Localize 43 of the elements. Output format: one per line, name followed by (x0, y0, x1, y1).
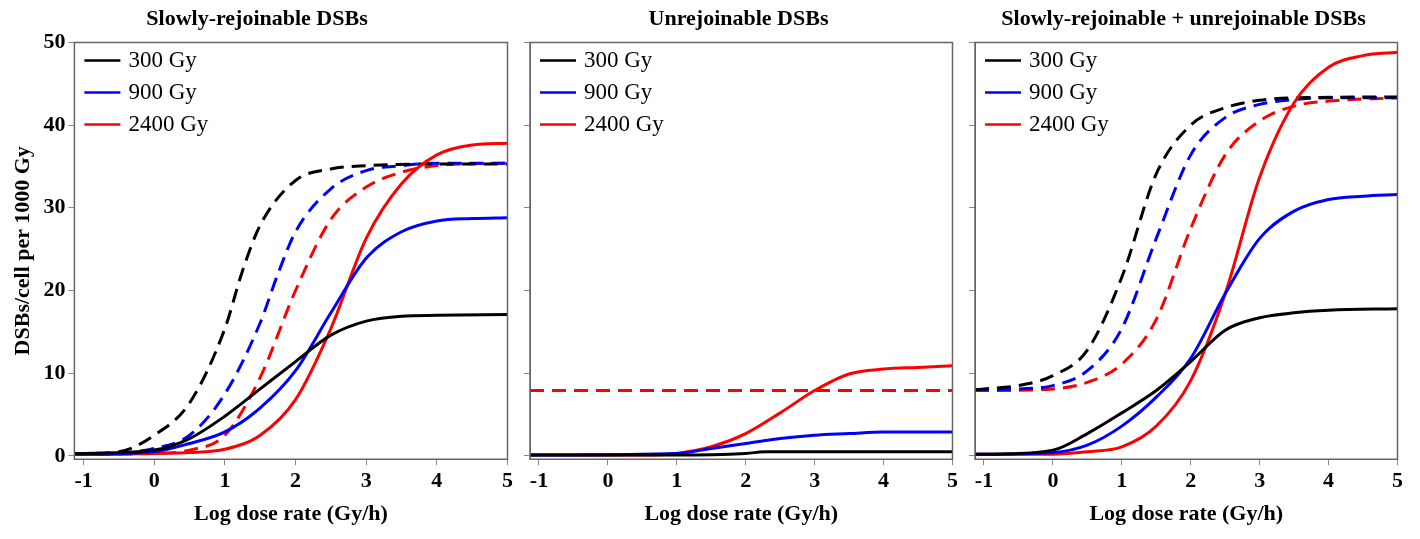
y-tick-label: 40 (43, 110, 66, 136)
x-tick-label: 1 (1116, 467, 1128, 493)
legend-label: 900 Gy (128, 79, 198, 105)
y-tick-label: 20 (43, 276, 66, 302)
x-tick-label: -1 (974, 467, 994, 493)
x-axis-title: Log dose rate (Gy/h) (1089, 500, 1284, 526)
chart-title: Slowly-rejoinable DSBs (146, 4, 369, 30)
legend-label: 300 Gy (1029, 47, 1098, 73)
x-tick-label: -1 (74, 467, 93, 493)
y-tick-label: 30 (43, 193, 66, 219)
chart-title: Unrejoinable DSBs (648, 4, 829, 30)
x-tick-label: 2 (1185, 467, 1197, 493)
x-axis-title: Log dose rate (Gy/h) (644, 500, 839, 526)
x-tick-label: 0 (1047, 467, 1059, 493)
y-tick-label: 0 (54, 441, 66, 467)
legend-label: 2400 Gy (1029, 111, 1110, 137)
y-tick-label: 50 (43, 28, 66, 54)
legend-label: 2400 Gy (128, 111, 209, 137)
x-tick-label: 5 (1392, 467, 1403, 493)
legend-label: 900 Gy (584, 79, 653, 105)
x-tick-label: 0 (602, 467, 614, 493)
y-tick-label: 10 (43, 358, 66, 384)
y-axis-title: DSBs/cell per 1000 Gy (8, 146, 34, 356)
x-tick-label: 3 (1254, 467, 1266, 493)
legend-label: 900 Gy (1029, 79, 1098, 105)
legend-label: 300 Gy (128, 47, 198, 73)
legend-label: 300 Gy (584, 47, 653, 73)
x-tick-label: 0 (148, 467, 160, 493)
x-tick-label: 4 (878, 467, 890, 493)
chart-title: Slowly-rejoinable + unrejoinable DSBs (1001, 4, 1367, 30)
x-tick-label: 4 (1323, 467, 1335, 493)
legend-label: 2400 Gy (584, 111, 665, 137)
x-tick-label: 3 (360, 467, 372, 493)
x-tick-label: -1 (529, 467, 549, 493)
x-tick-label: 1 (671, 467, 683, 493)
x-tick-label: 5 (502, 467, 513, 493)
x-tick-label: 5 (947, 467, 958, 493)
x-tick-label: 3 (809, 467, 821, 493)
x-tick-label: 2 (290, 467, 302, 493)
x-tick-label: 2 (740, 467, 752, 493)
x-axis-title: Log dose rate (Gy/h) (194, 500, 388, 526)
x-tick-label: 4 (431, 467, 443, 493)
x-tick-label: 1 (219, 467, 231, 493)
